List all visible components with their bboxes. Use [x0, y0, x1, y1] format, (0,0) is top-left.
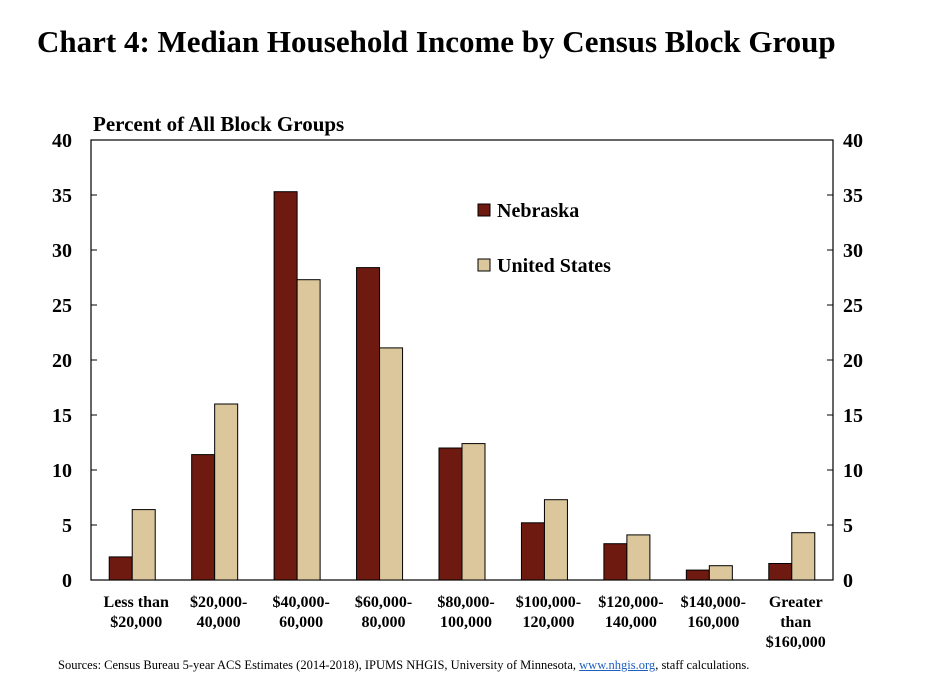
chart-title: Chart 4: Median Household Income by Cens… — [37, 24, 836, 59]
bar-united-states — [214, 403, 239, 581]
y-tick-label-left: 0 — [62, 570, 72, 592]
bar-nebraska — [603, 543, 628, 581]
y-tick-label-left: 20 — [52, 350, 72, 372]
y-tick-label-right: 25 — [843, 295, 863, 317]
x-tick-label: $40,000- — [272, 594, 329, 611]
x-tick-label: 120,000 — [522, 614, 574, 631]
x-tick-label: 60,000 — [279, 614, 323, 631]
x-tick-label: 40,000 — [197, 614, 241, 631]
y-tick-label-left: 10 — [52, 460, 72, 482]
bar-nebraska — [685, 569, 710, 581]
bar-nebraska — [356, 267, 381, 581]
x-tick-label: $120,000- — [598, 594, 663, 611]
x-tick-label: $20,000 — [110, 614, 162, 631]
legend-label: United States — [497, 255, 611, 277]
y-tick-label-right: 20 — [843, 350, 863, 372]
bar-nebraska — [191, 454, 216, 581]
y-tick-label-right: 10 — [843, 460, 863, 482]
bar-united-states — [131, 509, 156, 581]
x-tick-label: than — [780, 614, 811, 631]
y-axis-label: Percent of All Block Groups — [93, 112, 344, 136]
x-tick-label: $80,000- — [437, 594, 494, 611]
x-tick-label: 100,000 — [440, 614, 492, 631]
x-tick-label: 80,000 — [362, 614, 406, 631]
bar-nebraska — [520, 522, 545, 581]
x-tick-label: $60,000- — [355, 594, 412, 611]
y-tick-label-left: 25 — [52, 295, 72, 317]
y-tick-label-left: 35 — [52, 185, 72, 207]
y-tick-label-left: 15 — [52, 405, 72, 427]
x-tick-label: 160,000 — [687, 614, 739, 631]
y-tick-label-right: 40 — [843, 130, 863, 152]
nhgis-link[interactable]: www.nhgis.org — [579, 658, 656, 672]
bar-united-states — [791, 532, 816, 581]
legend-label: Nebraska — [497, 200, 579, 222]
bar-united-states — [708, 565, 733, 581]
y-tick-label-left: 30 — [52, 240, 72, 262]
y-tick-label-right: 15 — [843, 405, 863, 427]
bar-united-states — [543, 499, 568, 581]
sources-prefix: Sources: Census Bureau 5-year ACS Estima… — [58, 658, 580, 672]
legend-swatch — [477, 203, 491, 217]
sources-note: Sources: Census Bureau 5-year ACS Estima… — [58, 658, 749, 673]
x-tick-label: $140,000- — [681, 594, 746, 611]
x-tick-label: $20,000- — [190, 594, 247, 611]
x-tick-label: 140,000 — [605, 614, 657, 631]
y-tick-label-right: 35 — [843, 185, 863, 207]
bar-united-states — [296, 279, 321, 581]
x-tick-label: $100,000- — [516, 594, 581, 611]
bar-nebraska — [438, 447, 463, 581]
y-tick-label-left: 5 — [62, 515, 72, 537]
bar-united-states — [626, 534, 651, 581]
x-tick-label: Greater — [769, 594, 823, 611]
y-tick-label-right: 5 — [843, 515, 853, 537]
x-tick-label: Less than — [104, 594, 169, 611]
y-tick-label-right: 30 — [843, 240, 863, 262]
y-tick-label-left: 40 — [52, 130, 72, 152]
bar-united-states — [461, 443, 486, 581]
bar-nebraska — [273, 191, 298, 581]
y-tick-label-right: 0 — [843, 570, 853, 592]
legend-swatch — [477, 258, 491, 272]
bar-united-states — [379, 347, 404, 581]
bar-nebraska — [108, 556, 133, 581]
x-tick-label: $160,000 — [766, 634, 826, 651]
sources-suffix: , staff calculations. — [655, 658, 750, 672]
bar-nebraska — [768, 563, 793, 581]
